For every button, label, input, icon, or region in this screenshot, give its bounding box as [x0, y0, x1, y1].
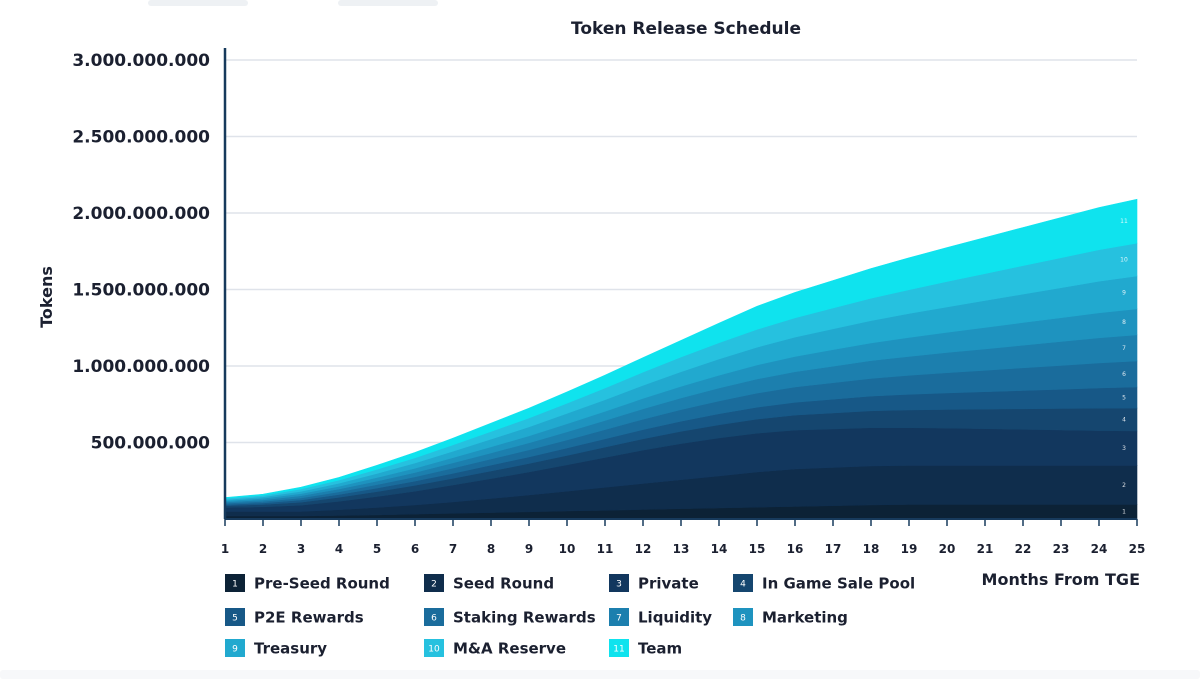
legend-swatch	[225, 639, 245, 657]
legend-number: 5	[232, 614, 238, 624]
x-tick-label: 19	[901, 542, 918, 556]
legend-item: 1 Pre-Seed Round	[225, 574, 390, 593]
legend-label: Marketing	[762, 609, 848, 627]
legend-item: 9 Treasury	[225, 639, 327, 658]
legend-swatch	[609, 574, 629, 592]
layer-number: 10	[1120, 257, 1128, 264]
layer-number: 3	[1122, 445, 1126, 452]
legend-number: 4	[740, 580, 746, 590]
legend-item: 2 Seed Round	[424, 574, 554, 593]
x-tick-label: 15	[749, 542, 766, 556]
x-tick-label: 21	[977, 542, 994, 556]
legend-swatch	[733, 574, 753, 592]
legend-label: Treasury	[254, 640, 327, 658]
x-tick-label: 20	[939, 542, 956, 556]
chart-title: Token Release Schedule	[571, 19, 801, 39]
legend-label: Seed Round	[453, 575, 554, 593]
legend-number: 2	[431, 580, 437, 590]
legend-number: 8	[740, 614, 746, 624]
layer-number: 11	[1120, 218, 1128, 225]
layer-number: 5	[1122, 395, 1126, 402]
legend-item: 10 M&A Reserve	[424, 639, 566, 658]
legend-label: Staking Rewards	[453, 609, 596, 627]
x-tick-label: 3	[297, 542, 305, 556]
legend-label: In Game Sale Pool	[762, 575, 915, 593]
legend-number: 6	[431, 614, 437, 624]
legend-swatch	[225, 608, 245, 626]
legend-number: 1	[232, 580, 238, 590]
legend-label: M&A Reserve	[453, 640, 566, 658]
legend-item: 11 Team	[609, 639, 682, 658]
x-tick-label: 22	[1015, 542, 1032, 556]
x-tick-label: 14	[711, 542, 728, 556]
background-remnant-top	[338, 0, 438, 6]
x-tick-label: 9	[525, 542, 533, 556]
x-tick-label: 6	[411, 542, 419, 556]
x-tick-label: 8	[487, 542, 495, 556]
legend-label: Team	[638, 640, 682, 658]
x-tick-label: 24	[1091, 542, 1108, 556]
legend-number: 7	[616, 614, 622, 624]
legend-label: P2E Rewards	[254, 609, 364, 627]
y-tick-label: 2.000.000.000	[72, 204, 210, 224]
legend-swatch	[424, 574, 444, 592]
x-tick-label: 2	[259, 542, 267, 556]
x-tick-label: 10	[559, 542, 576, 556]
x-tick-label: 1	[221, 542, 229, 556]
legend-number: 3	[616, 580, 622, 590]
y-tick-label: 2.500.000.000	[72, 128, 210, 148]
layer-number: 2	[1122, 482, 1126, 489]
y-tick-label: 3.000.000.000	[72, 51, 210, 71]
legend: 1 Pre-Seed Round 2 Seed Round 3 Private 4 In Ga…	[225, 574, 915, 658]
y-tick-labels: 500.000.000 1.000.000.000 1.500.000.000 2.0…	[72, 51, 210, 454]
layer-number: 1	[1122, 509, 1126, 516]
legend-number: 9	[232, 645, 238, 655]
legend-item: 7 Liquidity	[609, 608, 712, 627]
x-tick-label: 12	[635, 542, 652, 556]
legend-item: 5 P2E Rewards	[225, 608, 364, 627]
layer-number: 7	[1122, 345, 1126, 352]
x-tick-label: 13	[673, 542, 690, 556]
x-tick-label: 16	[787, 542, 804, 556]
legend-swatch	[609, 608, 629, 626]
x-ticks: 1 2 3 4 5 6 7 8 9 10 11 12 13 14 15 16 17 18 19 20 21 22 23 24 2…	[221, 519, 1146, 556]
legend-label: Pre-Seed Round	[254, 575, 390, 593]
area-series-11	[224, 198, 1138, 499]
layer-number: 8	[1122, 319, 1126, 326]
legend-swatch	[424, 639, 444, 657]
stacked-areas	[224, 198, 1138, 520]
x-axis-label: Months From TGE	[982, 570, 1140, 589]
y-tick-label: 1.000.000.000	[72, 357, 210, 377]
layer-number: 6	[1122, 371, 1126, 378]
legend-item: 8 Marketing	[733, 608, 848, 627]
legend-swatch	[225, 574, 245, 592]
layer-number: 4	[1122, 417, 1126, 424]
x-tick-label: 5	[373, 542, 381, 556]
legend-item: 6 Staking Rewards	[424, 608, 596, 627]
legend-number: 10	[428, 645, 440, 655]
x-tick-label: 17	[825, 542, 842, 556]
x-tick-label: 18	[863, 542, 880, 556]
layer-number: 9	[1122, 289, 1126, 296]
legend-swatch	[733, 608, 753, 626]
y-tick-label: 1.500.000.000	[72, 281, 210, 301]
background-remnant-bottom	[0, 670, 1200, 679]
x-tick-label: 25	[1129, 542, 1146, 556]
y-axis-label: Tokens	[37, 266, 56, 328]
legend-label: Private	[638, 575, 699, 593]
layer-numbers: 1 2 3 4 5 6 7 8 9 10 11	[1120, 218, 1128, 516]
x-tick-label: 11	[597, 542, 614, 556]
legend-swatch	[424, 608, 444, 626]
x-tick-label: 23	[1053, 542, 1070, 556]
legend-swatch	[609, 639, 629, 657]
legend-label: Liquidity	[638, 609, 712, 627]
x-tick-label: 4	[335, 542, 343, 556]
legend-item: 3 Private	[609, 574, 699, 593]
x-tick-label: 7	[449, 542, 457, 556]
y-tick-label: 500.000.000	[91, 434, 211, 454]
legend-number: 11	[613, 645, 624, 655]
background-remnant-top	[148, 0, 248, 6]
legend-item: 4 In Game Sale Pool	[733, 574, 915, 593]
